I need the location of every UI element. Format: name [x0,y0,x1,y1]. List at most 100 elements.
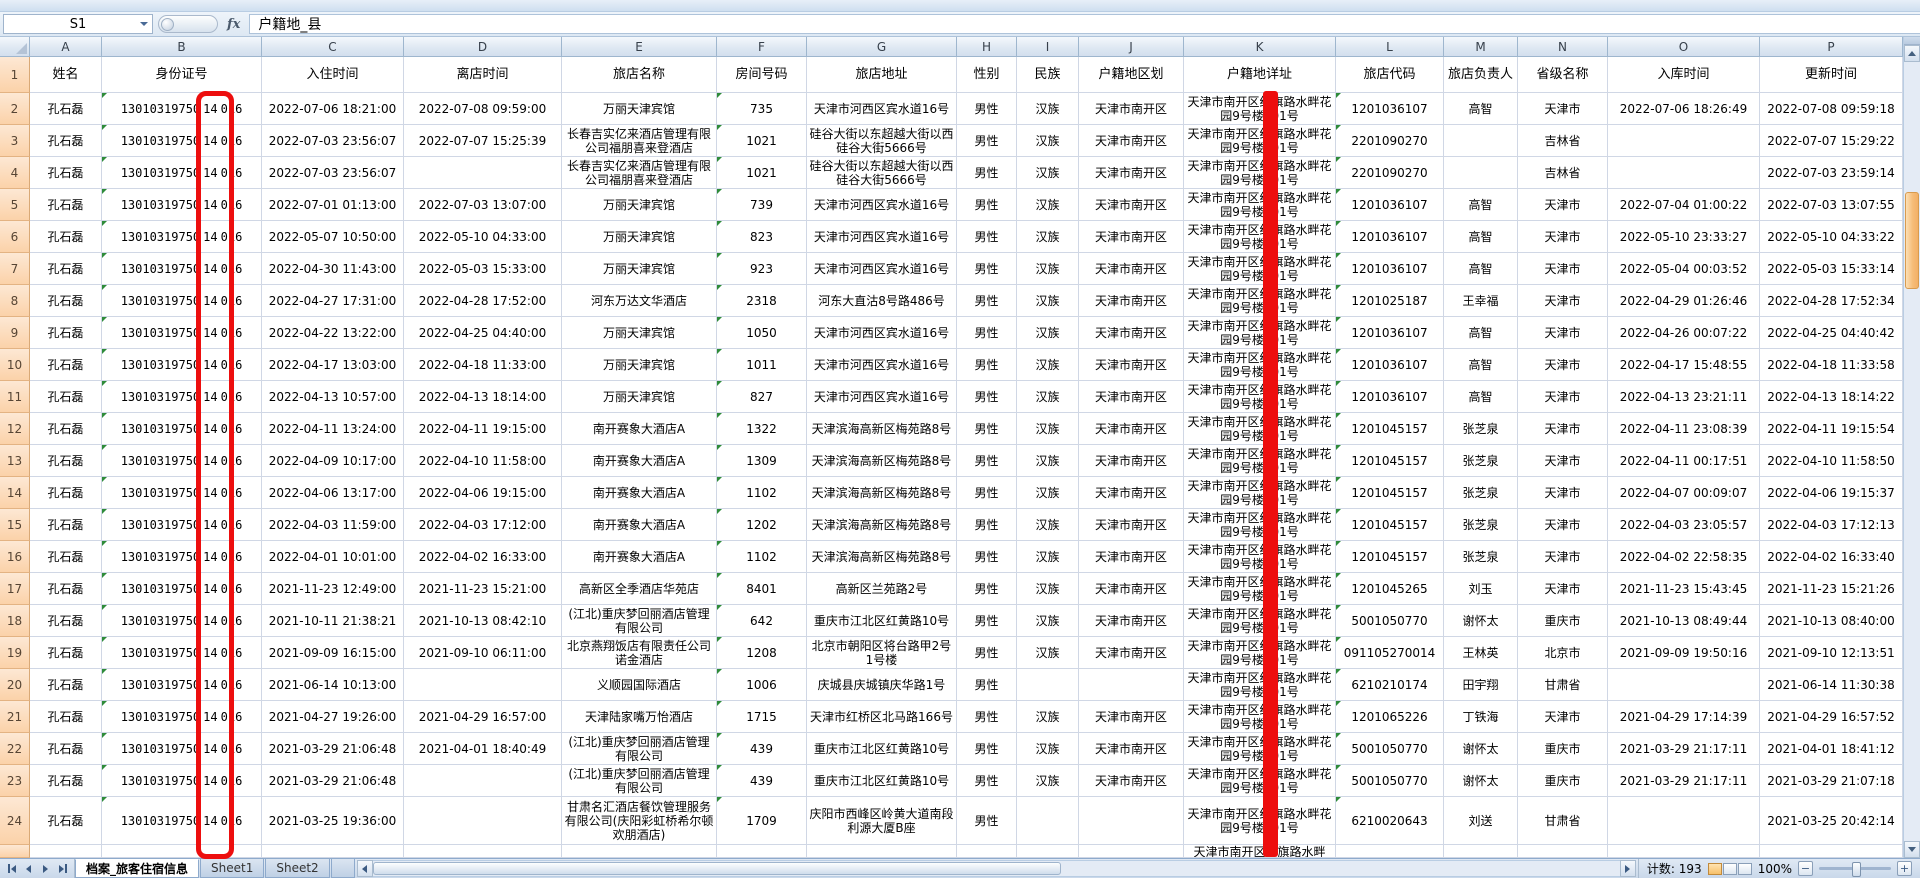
cell[interactable]: 2022-04-01 10:01:00 [262,541,404,573]
cell[interactable]: 孔石磊 [30,317,102,349]
cell[interactable]: 天津市南开区红旗路水畔花园9号楼101号 [1184,797,1336,845]
cell[interactable]: 2022-04-03 17:12:00 [404,509,562,541]
cell[interactable]: 汉族 [1017,157,1079,189]
cell[interactable]: 万丽天津宾馆 [562,349,717,381]
cell[interactable] [404,669,562,701]
cell[interactable]: 刘送 [1444,797,1518,845]
cell[interactable]: 13010319750 14 016 [102,669,262,701]
cell[interactable]: 天津陆家嘴万怡酒店 [562,701,717,733]
cell[interactable]: 孔石磊 [30,765,102,797]
cell[interactable]: 丁铁海 [1444,701,1518,733]
name-box-dropdown-icon[interactable] [140,22,148,26]
cell[interactable]: 2021-03-29 21:06:48 [262,733,404,765]
row-header[interactable]: 22 [0,733,30,765]
cell[interactable]: 男性 [957,317,1017,349]
cell[interactable]: 汉族 [1017,317,1079,349]
cell[interactable]: 孔石磊 [30,733,102,765]
cell[interactable]: 2022-07-03 23:59:14 [1760,157,1903,189]
cell[interactable]: 2021-09-10 12:13:51 [1760,637,1903,669]
cell[interactable]: 1201036107 [1336,253,1444,285]
cell[interactable]: 13010319750 14 016 [102,733,262,765]
cell[interactable]: 天津市南开区 [1079,477,1184,509]
cell[interactable]: 男性 [957,221,1017,253]
cell[interactable]: 汉族 [1017,189,1079,221]
cell[interactable]: 汉族 [1017,413,1079,445]
cell[interactable]: 2021-04-27 19:26:00 [262,701,404,733]
cell[interactable]: 2022-07-03 13:07:55 [1760,189,1903,221]
cell[interactable]: 2021-11-23 15:43:45 [1608,573,1760,605]
cell[interactable]: 身份证号 [102,57,262,93]
cell[interactable]: 1201045265 [1336,573,1444,605]
cell[interactable]: 天津市 [1518,541,1608,573]
cell[interactable]: 2022-04-06 19:15:37 [1760,477,1903,509]
column-header-L[interactable]: L [1336,37,1444,57]
cell[interactable]: 2022-07-03 23:56:07 [262,157,404,189]
cell[interactable]: 孔石磊 [30,509,102,541]
cell[interactable]: 孔石磊 [30,349,102,381]
cell[interactable]: 2022-04-28 17:52:00 [404,285,562,317]
sheet-tab-sheet1[interactable]: Sheet1 [200,859,265,878]
cell[interactable]: 汉族 [1017,445,1079,477]
scroll-right-button[interactable] [1619,860,1636,877]
cell[interactable]: 6210210174 [1336,669,1444,701]
cell[interactable]: 男性 [957,701,1017,733]
row-header[interactable]: 9 [0,317,30,349]
cell[interactable]: 2021-04-29 17:14:39 [1608,701,1760,733]
cell[interactable]: 2021-03-29 21:17:11 [1608,733,1760,765]
cell[interactable]: 天津市南开区 [1079,381,1184,413]
cell[interactable]: 2022-05-03 15:33:14 [1760,253,1903,285]
formula-input[interactable]: 户籍地_县 [249,14,1920,34]
cell[interactable]: 田宇翔 [1444,669,1518,701]
cell[interactable]: 2022-07-07 15:25:39 [404,125,562,157]
cell[interactable]: 高新区兰苑路2号 [807,573,957,605]
row-header[interactable]: 19 [0,637,30,669]
cell[interactable]: 2022-04-29 01:26:46 [1608,285,1760,317]
cell[interactable]: 孔石磊 [30,605,102,637]
cell[interactable]: 省级名称 [1518,57,1608,93]
first-sheet-button[interactable] [4,861,19,876]
column-header-J[interactable]: J [1079,37,1184,57]
cell[interactable]: 男性 [957,765,1017,797]
cell[interactable]: 2021-03-29 21:07:18 [1760,765,1903,797]
cell[interactable]: 天津市南开区红旗路水畔花园9号楼101号 [1184,669,1336,701]
cell[interactable]: 2021-04-01 18:41:12 [1760,733,1903,765]
cell[interactable]: 13010319750 14 016 [102,93,262,125]
name-box[interactable]: S1 [3,14,153,34]
cell[interactable]: 天津市 [1518,349,1608,381]
cell[interactable]: 义顺园国际酒店 [562,669,717,701]
cell[interactable]: 2022-04-13 23:21:11 [1608,381,1760,413]
cell[interactable] [717,845,807,858]
row-header[interactable]: 24 [0,797,30,845]
cell[interactable]: 1201036107 [1336,221,1444,253]
cell[interactable]: 汉族 [1017,605,1079,637]
cell[interactable]: 男性 [957,189,1017,221]
cell[interactable]: 2022-04-06 19:15:00 [404,477,562,509]
cell[interactable]: 王幸福 [1444,285,1518,317]
cell[interactable]: 1050 [717,317,807,349]
cell[interactable]: 男性 [957,733,1017,765]
cell[interactable]: 孔石磊 [30,445,102,477]
cell[interactable]: 1201036107 [1336,189,1444,221]
cell[interactable]: 天津市河西区宾水道16号 [807,381,957,413]
cell[interactable]: 13010319750 14 016 [102,285,262,317]
cell[interactable]: 南开赛象大酒店A [562,541,717,573]
cell[interactable] [807,845,957,858]
cell[interactable]: 孔石磊 [30,189,102,221]
cell[interactable]: 天津市南开区 [1079,733,1184,765]
cell[interactable]: 天津市 [1518,509,1608,541]
cell[interactable]: 汉族 [1017,509,1079,541]
cell[interactable]: 天津市 [1518,317,1608,349]
cell[interactable]: 吉林省 [1518,125,1608,157]
cell[interactable]: 孔石磊 [30,477,102,509]
cell[interactable]: 天津市南开区 [1079,349,1184,381]
cell[interactable]: 汉族 [1017,637,1079,669]
cell[interactable] [1760,845,1903,858]
cell[interactable]: 2021-10-13 08:42:10 [404,605,562,637]
insert-function-icon[interactable]: fx [227,16,241,32]
cell[interactable] [1017,797,1079,845]
cell[interactable]: 重庆市江北区红黄路10号 [807,605,957,637]
cell[interactable]: 姓名 [30,57,102,93]
cell[interactable] [1079,797,1184,845]
cell[interactable]: 2022-04-03 23:05:57 [1608,509,1760,541]
cell[interactable]: 天津市南开区 [1079,93,1184,125]
